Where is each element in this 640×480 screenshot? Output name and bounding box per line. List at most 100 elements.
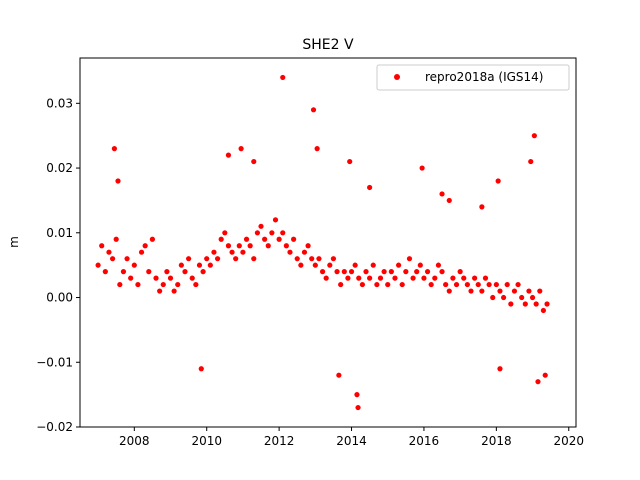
plot-frame (79, 57, 577, 428)
x-tick-label: 2020 (553, 434, 584, 448)
data-point (160, 281, 166, 288)
x-tick-label: 2018 (481, 434, 512, 448)
data-point (236, 243, 242, 249)
y-tick-label: 0.00 (46, 291, 73, 305)
data-point (395, 262, 402, 268)
data-point (117, 281, 123, 288)
data-point (287, 249, 293, 255)
data-point (367, 275, 373, 281)
data-point (258, 223, 264, 229)
data-point (500, 294, 507, 301)
data-point (392, 275, 398, 281)
data-point (519, 294, 525, 301)
legend: repro2018a (IGS14) (376, 64, 570, 91)
data-point (298, 262, 304, 268)
data-point (421, 275, 427, 281)
data-point (265, 243, 271, 249)
data-point (355, 404, 361, 411)
data-point (374, 281, 380, 288)
data-point (497, 288, 503, 294)
data-point (457, 269, 463, 275)
data-point (428, 281, 434, 288)
data-point (414, 269, 420, 275)
data-point (363, 269, 369, 275)
data-point (319, 269, 326, 275)
y-tick-label: 0.01 (46, 226, 73, 240)
data-point (504, 281, 510, 288)
data-point (359, 281, 365, 288)
data-point (99, 243, 105, 249)
x-tick-label: 2008 (119, 434, 150, 448)
data-point (338, 281, 344, 288)
x-axis-ticks: 2008 2010 2012 2014 2016 2018 2020 (119, 427, 584, 448)
data-point (254, 230, 261, 236)
data-point (542, 372, 548, 378)
data-point (356, 275, 362, 281)
data-point (334, 269, 340, 275)
data-point (276, 236, 282, 242)
data-point (482, 275, 489, 281)
data-point (211, 249, 217, 255)
data-point (305, 243, 311, 249)
data-point (348, 269, 355, 275)
data-point (410, 275, 416, 281)
data-point (280, 230, 286, 236)
data-point (439, 269, 445, 275)
data-point (283, 243, 289, 249)
data-point (330, 256, 337, 262)
data-point (240, 249, 246, 255)
data-point (128, 275, 134, 281)
data-point (198, 366, 204, 372)
data-point (167, 275, 174, 281)
data-point (301, 249, 308, 255)
data-point (472, 275, 478, 281)
data-point (294, 256, 300, 262)
data-point (439, 191, 445, 197)
data-point (120, 269, 127, 275)
data-point (316, 256, 322, 262)
data-point (124, 256, 130, 262)
data-point (135, 281, 141, 288)
data-point (377, 275, 384, 281)
data-point (468, 288, 474, 294)
data-point (251, 256, 257, 262)
data-point (367, 184, 373, 191)
data-point (207, 262, 213, 268)
data-point (218, 236, 224, 242)
data-point (327, 262, 333, 268)
y-tick-label: 0.03 (46, 96, 73, 110)
data-point (495, 178, 501, 184)
data-point (432, 275, 438, 281)
data-point (354, 392, 360, 398)
data-point (111, 146, 117, 152)
data-point (417, 262, 423, 268)
x-tick-label: 2014 (336, 434, 367, 448)
data-point (511, 288, 518, 294)
data-point (486, 281, 492, 288)
data-point (171, 288, 177, 294)
data-point (508, 301, 514, 307)
data-point (131, 262, 137, 268)
data-point (352, 262, 358, 268)
data-point (446, 197, 452, 204)
data-point (109, 256, 116, 262)
data-point (475, 281, 481, 288)
data-point (515, 281, 521, 288)
data-point (280, 74, 286, 81)
data-point (537, 288, 543, 294)
data-point (370, 262, 376, 268)
legend-marker (394, 74, 400, 80)
data-point (435, 262, 442, 268)
data-point (310, 107, 317, 113)
data-point (345, 275, 351, 281)
data-point (443, 281, 449, 288)
data-point (347, 158, 353, 165)
data-point (243, 236, 250, 242)
y-axis-label: m (7, 236, 21, 248)
data-point (238, 146, 244, 152)
data-point (178, 262, 184, 268)
data-point (493, 281, 499, 288)
data-point (381, 269, 387, 275)
data-point (403, 269, 409, 275)
